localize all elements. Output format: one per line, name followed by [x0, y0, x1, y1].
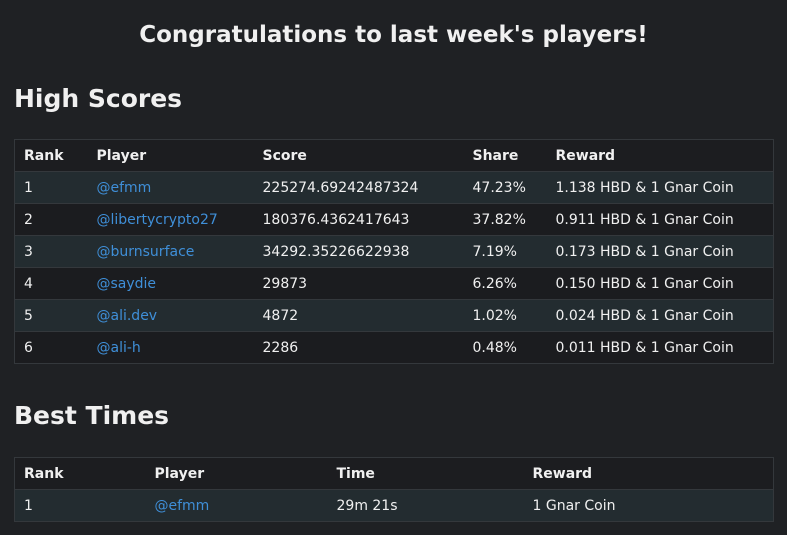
- cell: 225274.69242487324: [253, 171, 464, 204]
- cell: 180376.4362417643: [253, 203, 464, 236]
- best-times-table: Rank Player Time Reward 1 @efmm 29m 21s 1 Gnar …: [14, 457, 774, 522]
- player-link[interactable]: @ali.dev: [96, 307, 158, 324]
- cell: 2286: [253, 331, 464, 364]
- table-row: 4 @saydie 29873 6.26% 0.150 HBD & 1 Gnar Coi…: [14, 267, 774, 300]
- cell: 29873: [253, 267, 464, 300]
- cell: 0.011 HBD & 1 Gnar Coin: [546, 331, 774, 364]
- cell: 7.19%: [463, 235, 547, 268]
- player-link[interactable]: @libertycrypto27: [96, 211, 218, 228]
- cell: 1: [14, 171, 88, 204]
- cell: 0.024 HBD & 1 Gnar Coin: [546, 299, 774, 332]
- column-header: Rank: [14, 139, 88, 172]
- cell: 0.911 HBD & 1 Gnar Coin: [546, 203, 774, 236]
- column-header: Score: [253, 139, 464, 172]
- header-row: Rank Player Time Reward: [14, 457, 774, 490]
- player-link[interactable]: @efmm: [96, 179, 152, 196]
- column-header: Reward: [523, 457, 774, 490]
- cell: 1.138 HBD & 1 Gnar Coin: [546, 171, 774, 204]
- cell: 34292.35226622938: [253, 235, 464, 268]
- cell: 5: [14, 299, 88, 332]
- column-header: Time: [327, 457, 524, 490]
- section-heading: High Scores: [14, 84, 183, 113]
- table-row: 3 @burnsurface 34292.35226622938 7.19% 0.173…: [14, 235, 774, 268]
- table-row: 1 @efmm 225274.69242487324 47.23% 1.138 HBD …: [14, 171, 774, 204]
- player-link[interactable]: @efmm: [154, 497, 210, 514]
- high-scores-table: Rank Player Score Share Reward 1 @efmm 225274.6…: [14, 139, 774, 364]
- cell: 1.02%: [463, 299, 547, 332]
- cell: @efmm: [145, 489, 328, 522]
- column-header: Share: [463, 139, 547, 172]
- section-heading: Best Times: [14, 401, 170, 430]
- table-row: 1 @efmm 29m 21s 1 Gnar Coin: [14, 489, 774, 522]
- cell: 6.26%: [463, 267, 547, 300]
- column-header: Player: [145, 457, 328, 490]
- column-header: Rank: [14, 457, 146, 490]
- cell: @ali-h: [87, 331, 254, 364]
- cell: 37.82%: [463, 203, 547, 236]
- player-link[interactable]: @saydie: [96, 275, 157, 292]
- cell: @libertycrypto27: [87, 203, 254, 236]
- page-title: Congratulations to last week's players!: [139, 22, 648, 48]
- cell: 6: [14, 331, 88, 364]
- column-header: Reward: [546, 139, 774, 172]
- player-link[interactable]: @ali-h: [96, 339, 141, 356]
- cell: @burnsurface: [87, 235, 254, 268]
- table-row: 6 @ali-h 2286 0.48% 0.011 HBD & 1 Gnar Coin: [14, 331, 774, 364]
- cell: 0.150 HBD & 1 Gnar Coin: [546, 267, 774, 300]
- cell: 1: [14, 489, 146, 522]
- column-header: Player: [87, 139, 254, 172]
- cell: 0.48%: [463, 331, 547, 364]
- cell: 29m 21s: [327, 489, 524, 522]
- cell: 2: [14, 203, 88, 236]
- player-link[interactable]: @burnsurface: [96, 243, 195, 260]
- header-row: Rank Player Score Share Reward: [14, 139, 774, 172]
- table-row: 2 @libertycrypto27 180376.4362417643 37.82%…: [14, 203, 774, 236]
- cell: 47.23%: [463, 171, 547, 204]
- cell: 4: [14, 267, 88, 300]
- cell: @saydie: [87, 267, 254, 300]
- cell: 0.173 HBD & 1 Gnar Coin: [546, 235, 774, 268]
- table-row: 5 @ali.dev 4872 1.02% 0.024 HBD & 1 Gnar Coi…: [14, 299, 774, 332]
- cell: 1 Gnar Coin: [523, 489, 774, 522]
- cell: @efmm: [87, 171, 254, 204]
- cell: @ali.dev: [87, 299, 254, 332]
- cell: 3: [14, 235, 88, 268]
- cell: 4872: [253, 299, 464, 332]
